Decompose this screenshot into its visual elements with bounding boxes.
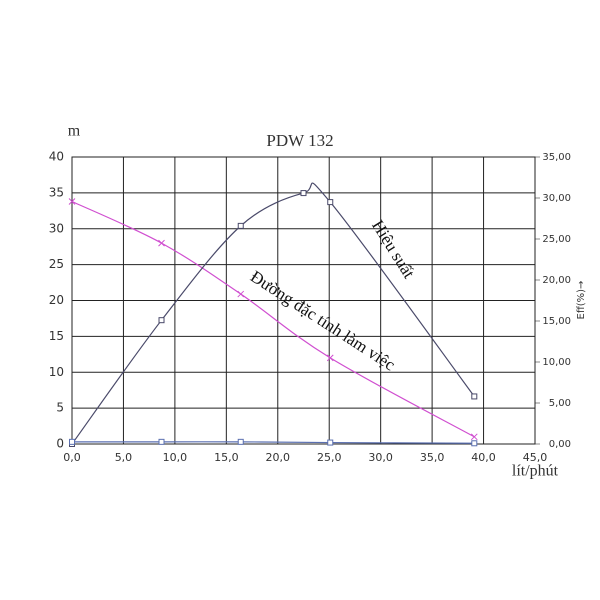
marker xyxy=(237,438,244,445)
marker xyxy=(237,290,245,298)
marker xyxy=(237,222,244,229)
x-tick-label: 30,0 xyxy=(368,451,393,464)
y2-axis-label: Eff(%)→ xyxy=(576,281,587,320)
x-tick-label: 40,0 xyxy=(471,451,496,464)
y-tick-label: 5 xyxy=(56,401,64,415)
marker xyxy=(158,317,165,324)
marker xyxy=(158,239,165,247)
y2-tick-label: 20,00 xyxy=(542,275,571,286)
y-tick-label: 20 xyxy=(49,293,64,307)
y2-tick-label: 10,00 xyxy=(542,357,571,368)
y-tick-label: 30 xyxy=(49,221,64,235)
marker xyxy=(471,440,478,447)
marker xyxy=(326,354,334,362)
y-tick-label: 0 xyxy=(56,437,64,451)
x-tick-label: 10,0 xyxy=(163,451,188,464)
marker xyxy=(470,433,478,441)
x-tick-label: 15,0 xyxy=(214,451,239,464)
y-tick-label: 25 xyxy=(49,257,64,271)
marker xyxy=(69,438,75,445)
x-tick-label: 25,0 xyxy=(317,451,342,464)
y-tick-label: 15 xyxy=(49,329,64,343)
marker xyxy=(327,439,334,446)
y2-tick-label: 30,00 xyxy=(542,193,571,204)
series-line xyxy=(71,441,475,444)
marker xyxy=(327,199,334,206)
x-tick-label: 45,0 xyxy=(523,451,548,464)
y2-tick-label: 0,00 xyxy=(549,439,571,450)
series-line xyxy=(71,182,475,445)
y2-tick-label: 25,00 xyxy=(542,234,571,245)
marker xyxy=(300,190,307,197)
chart-title: PDW 132 xyxy=(266,131,333,150)
x-tick-label: 20,0 xyxy=(266,451,291,464)
y-tick-label: 10 xyxy=(49,365,64,379)
series-line xyxy=(71,200,475,438)
x-axis-label: lít/phút xyxy=(512,463,559,480)
plot-frame xyxy=(71,156,536,445)
x-tick-label: 35,0 xyxy=(420,451,445,464)
x-tick-label: 5,0 xyxy=(115,451,133,464)
y2-tick-label: 15,00 xyxy=(542,316,571,327)
y2-tick-label: 5,00 xyxy=(549,398,571,409)
marker xyxy=(471,393,478,400)
y-tick-label: 40 xyxy=(49,150,64,164)
marker xyxy=(68,198,76,205)
y-axis-label: m xyxy=(68,123,81,140)
marker xyxy=(158,438,165,445)
y2-tick-label: 35,00 xyxy=(542,152,571,163)
x-tick-label: 0,0 xyxy=(63,451,81,464)
y-tick-label: 35 xyxy=(49,185,64,199)
